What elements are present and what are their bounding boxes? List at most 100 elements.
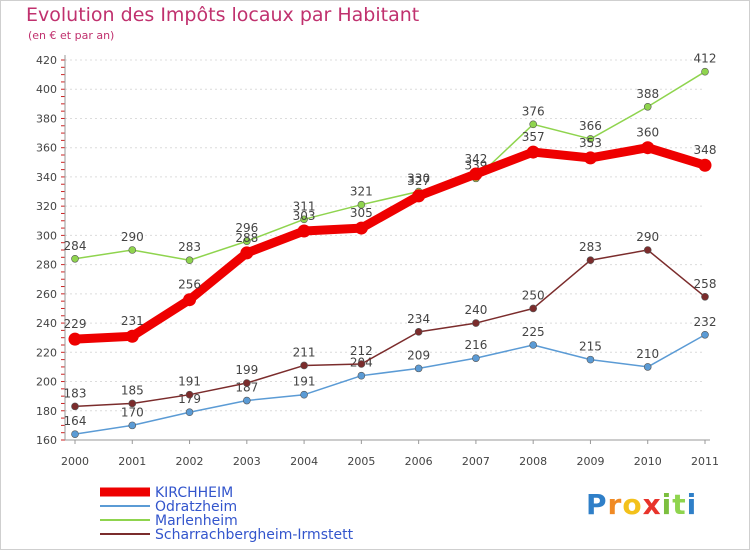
kirchheim-data-label: 231: [121, 314, 144, 328]
x-tick-label: 2007: [462, 455, 490, 468]
y-tick-label: 340: [36, 171, 57, 184]
x-tick-label: 2004: [290, 455, 318, 468]
kirchheim-point: [183, 293, 197, 307]
marlenheim-point: [357, 200, 366, 209]
odratzheim-point: [300, 390, 308, 399]
marlenheim-point: [243, 237, 251, 246]
scharrachbergheim-irmstett-point: [643, 246, 652, 254]
marlenheim-data-label: 296: [235, 221, 258, 235]
x-tick-label: 2011: [691, 455, 719, 468]
y-tick-label: 360: [36, 142, 57, 155]
marlenheim-data-label: 376: [522, 104, 545, 118]
marlenheim-data-label: 284: [64, 239, 87, 253]
chart-title: Evolution des Impôts locaux par Habitant: [26, 4, 420, 26]
y-tick-label: 420: [36, 54, 57, 67]
logo-letter: r: [607, 488, 623, 521]
x-tick-label: 2000: [61, 455, 89, 468]
scharrachbergheim-irmstett-data-label: 191: [178, 375, 201, 389]
legend-label: Odratzheim: [155, 499, 237, 515]
legend-label: KIRCHHEIM: [155, 485, 233, 501]
kirchheim-data-label: 256: [178, 278, 201, 292]
marlenheim-point: [185, 256, 194, 265]
marlenheim-data-label: 388: [636, 87, 659, 101]
odratzheim-point: [128, 421, 137, 430]
logo-letter: i: [686, 488, 698, 521]
odratzheim-data-label: 191: [293, 375, 316, 389]
kirchheim-data-label: 229: [64, 317, 87, 331]
marlenheim-point: [529, 120, 537, 129]
proxiti-logo: Proxiti: [586, 488, 697, 521]
scharrachbergheim-irmstett-data-label: 250: [522, 288, 545, 302]
logo-letter: o: [622, 488, 643, 521]
kirchheim-point: [240, 246, 254, 260]
odratzheim-point: [472, 354, 480, 362]
marlenheim-point: [586, 135, 595, 143]
logo-letter: x: [642, 488, 662, 521]
kirchheim-point: [354, 221, 368, 235]
scharrachbergheim-irmstett-point: [128, 399, 137, 408]
kirchheim-point: [412, 189, 426, 203]
marlenheim-data-label: 321: [350, 185, 373, 199]
kirchheim-data-label: 348: [694, 143, 717, 157]
odratzheim-data-label: 232: [694, 315, 717, 329]
scharrachbergheim-irmstett-point: [472, 319, 480, 327]
odratzheim-data-label: 209: [407, 348, 430, 362]
marlenheim-data-label: 290: [121, 230, 144, 244]
odratzheim-data-label: 225: [522, 325, 545, 339]
y-tick-label: 400: [36, 83, 57, 96]
x-tick-label: 2006: [405, 455, 433, 468]
logo-letter: i: [661, 488, 673, 521]
scharrachbergheim-irmstett-data-label: 199: [235, 363, 258, 377]
marlenheim-point: [128, 246, 137, 254]
odratzheim-point: [414, 364, 423, 373]
kirchheim-point: [526, 145, 540, 159]
marlenheim-line: [74, 70, 706, 261]
marlenheim-data-label: 366: [579, 119, 602, 133]
kirchheim-point: [469, 167, 483, 181]
odratzheim-data-label: 216: [464, 338, 487, 352]
scharrachbergheim-irmstett-data-label: 183: [64, 386, 87, 400]
scharrachbergheim-irmstett-data-label: 240: [464, 303, 487, 317]
kirchheim-point: [698, 158, 712, 172]
kirchheim-point: [583, 151, 597, 165]
marlenheim-point: [71, 254, 79, 263]
y-tick-label: 320: [36, 200, 57, 213]
y-tick-label: 180: [36, 405, 57, 418]
scharrachbergheim-irmstett-point: [243, 379, 251, 387]
y-tick-label: 200: [36, 376, 57, 389]
scharrachbergheim-irmstett-data-label: 283: [579, 240, 602, 254]
odratzheim-data-label: 164: [64, 414, 87, 428]
y-tick-label: 280: [36, 259, 57, 272]
odratzheim-point: [185, 408, 194, 417]
scharrachbergheim-irmstett-data-label: 185: [121, 383, 144, 397]
odratzheim-point: [243, 396, 251, 405]
scharrachbergheim-irmstett-data-label: 211: [293, 345, 316, 359]
kirchheim-data-label: 327: [407, 174, 430, 188]
kirchheim-line: [70, 143, 710, 344]
odratzheim-point: [357, 371, 366, 380]
logo-letter: t: [672, 488, 687, 521]
scharrachbergheim-irmstett-point: [586, 256, 595, 265]
scharrachbergheim-irmstett-point: [357, 360, 366, 368]
legend-label: Scharrachbergheim-Irmstett: [155, 527, 354, 543]
kirchheim-point: [297, 224, 311, 238]
x-tick-label: 2010: [634, 455, 662, 468]
marlenheim-data-label: 283: [178, 240, 201, 254]
odratzheim-data-label: 170: [121, 405, 144, 419]
odratzheim-point: [643, 363, 652, 371]
y-tick-label: 160: [36, 434, 57, 447]
kirchheim-data-label: 303: [293, 209, 316, 223]
scharrachbergheim-irmstett-data-label: 290: [636, 230, 659, 244]
marlenheim-data-label: 330: [407, 172, 430, 186]
marlenheim-point: [643, 102, 652, 111]
odratzheim-point: [701, 330, 709, 339]
odratzheim-data-label: 215: [579, 340, 602, 354]
kirchheim-point: [68, 332, 82, 346]
kirchheim-point: [641, 141, 655, 155]
kirchheim-data-label: 288: [235, 231, 258, 245]
marlenheim-point: [701, 67, 709, 76]
x-tick-label: 2001: [118, 455, 146, 468]
chart-subtitle: (en € et par an): [28, 29, 115, 42]
